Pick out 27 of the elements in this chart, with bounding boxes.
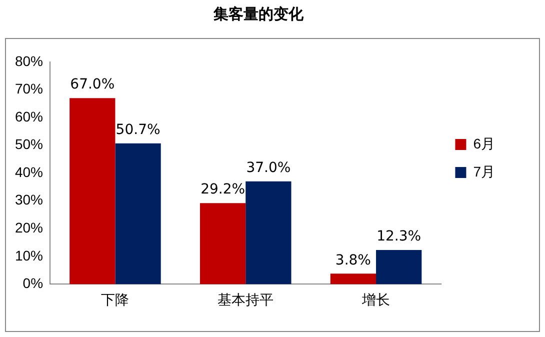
bar	[70, 98, 116, 284]
legend-label: 7月	[473, 163, 496, 180]
y-tick-label: 50%	[14, 136, 44, 152]
y-tick-label: 10%	[14, 247, 44, 264]
bar	[376, 250, 422, 284]
data-label: 12.3%	[376, 228, 422, 245]
data-label: 3.8%	[335, 252, 371, 268]
data-label: 50.7%	[116, 122, 160, 138]
bar	[200, 203, 246, 284]
legend-label: 6月	[473, 135, 496, 152]
bar	[115, 143, 161, 284]
x-tick-label: 下降	[101, 291, 130, 308]
y-tick-label: 80%	[14, 52, 44, 69]
bar	[330, 274, 376, 284]
data-label: 29.2%	[200, 182, 246, 198]
y-tick-label: 20%	[14, 220, 44, 236]
bar	[246, 181, 292, 284]
chart-title: 集客量的变化	[212, 4, 304, 23]
y-tick-label: 30%	[14, 192, 44, 208]
y-tick-label: 40%	[14, 164, 44, 180]
y-tick-label: 70%	[14, 80, 44, 97]
data-label: 37.0%	[246, 160, 291, 176]
y-tick-label: 0%	[22, 275, 44, 292]
x-tick-label: 增长	[361, 291, 390, 308]
y-tick-label: 60%	[14, 108, 44, 124]
x-tick-label: 基本持平	[218, 291, 274, 308]
data-label: 67.0%	[70, 76, 115, 93]
